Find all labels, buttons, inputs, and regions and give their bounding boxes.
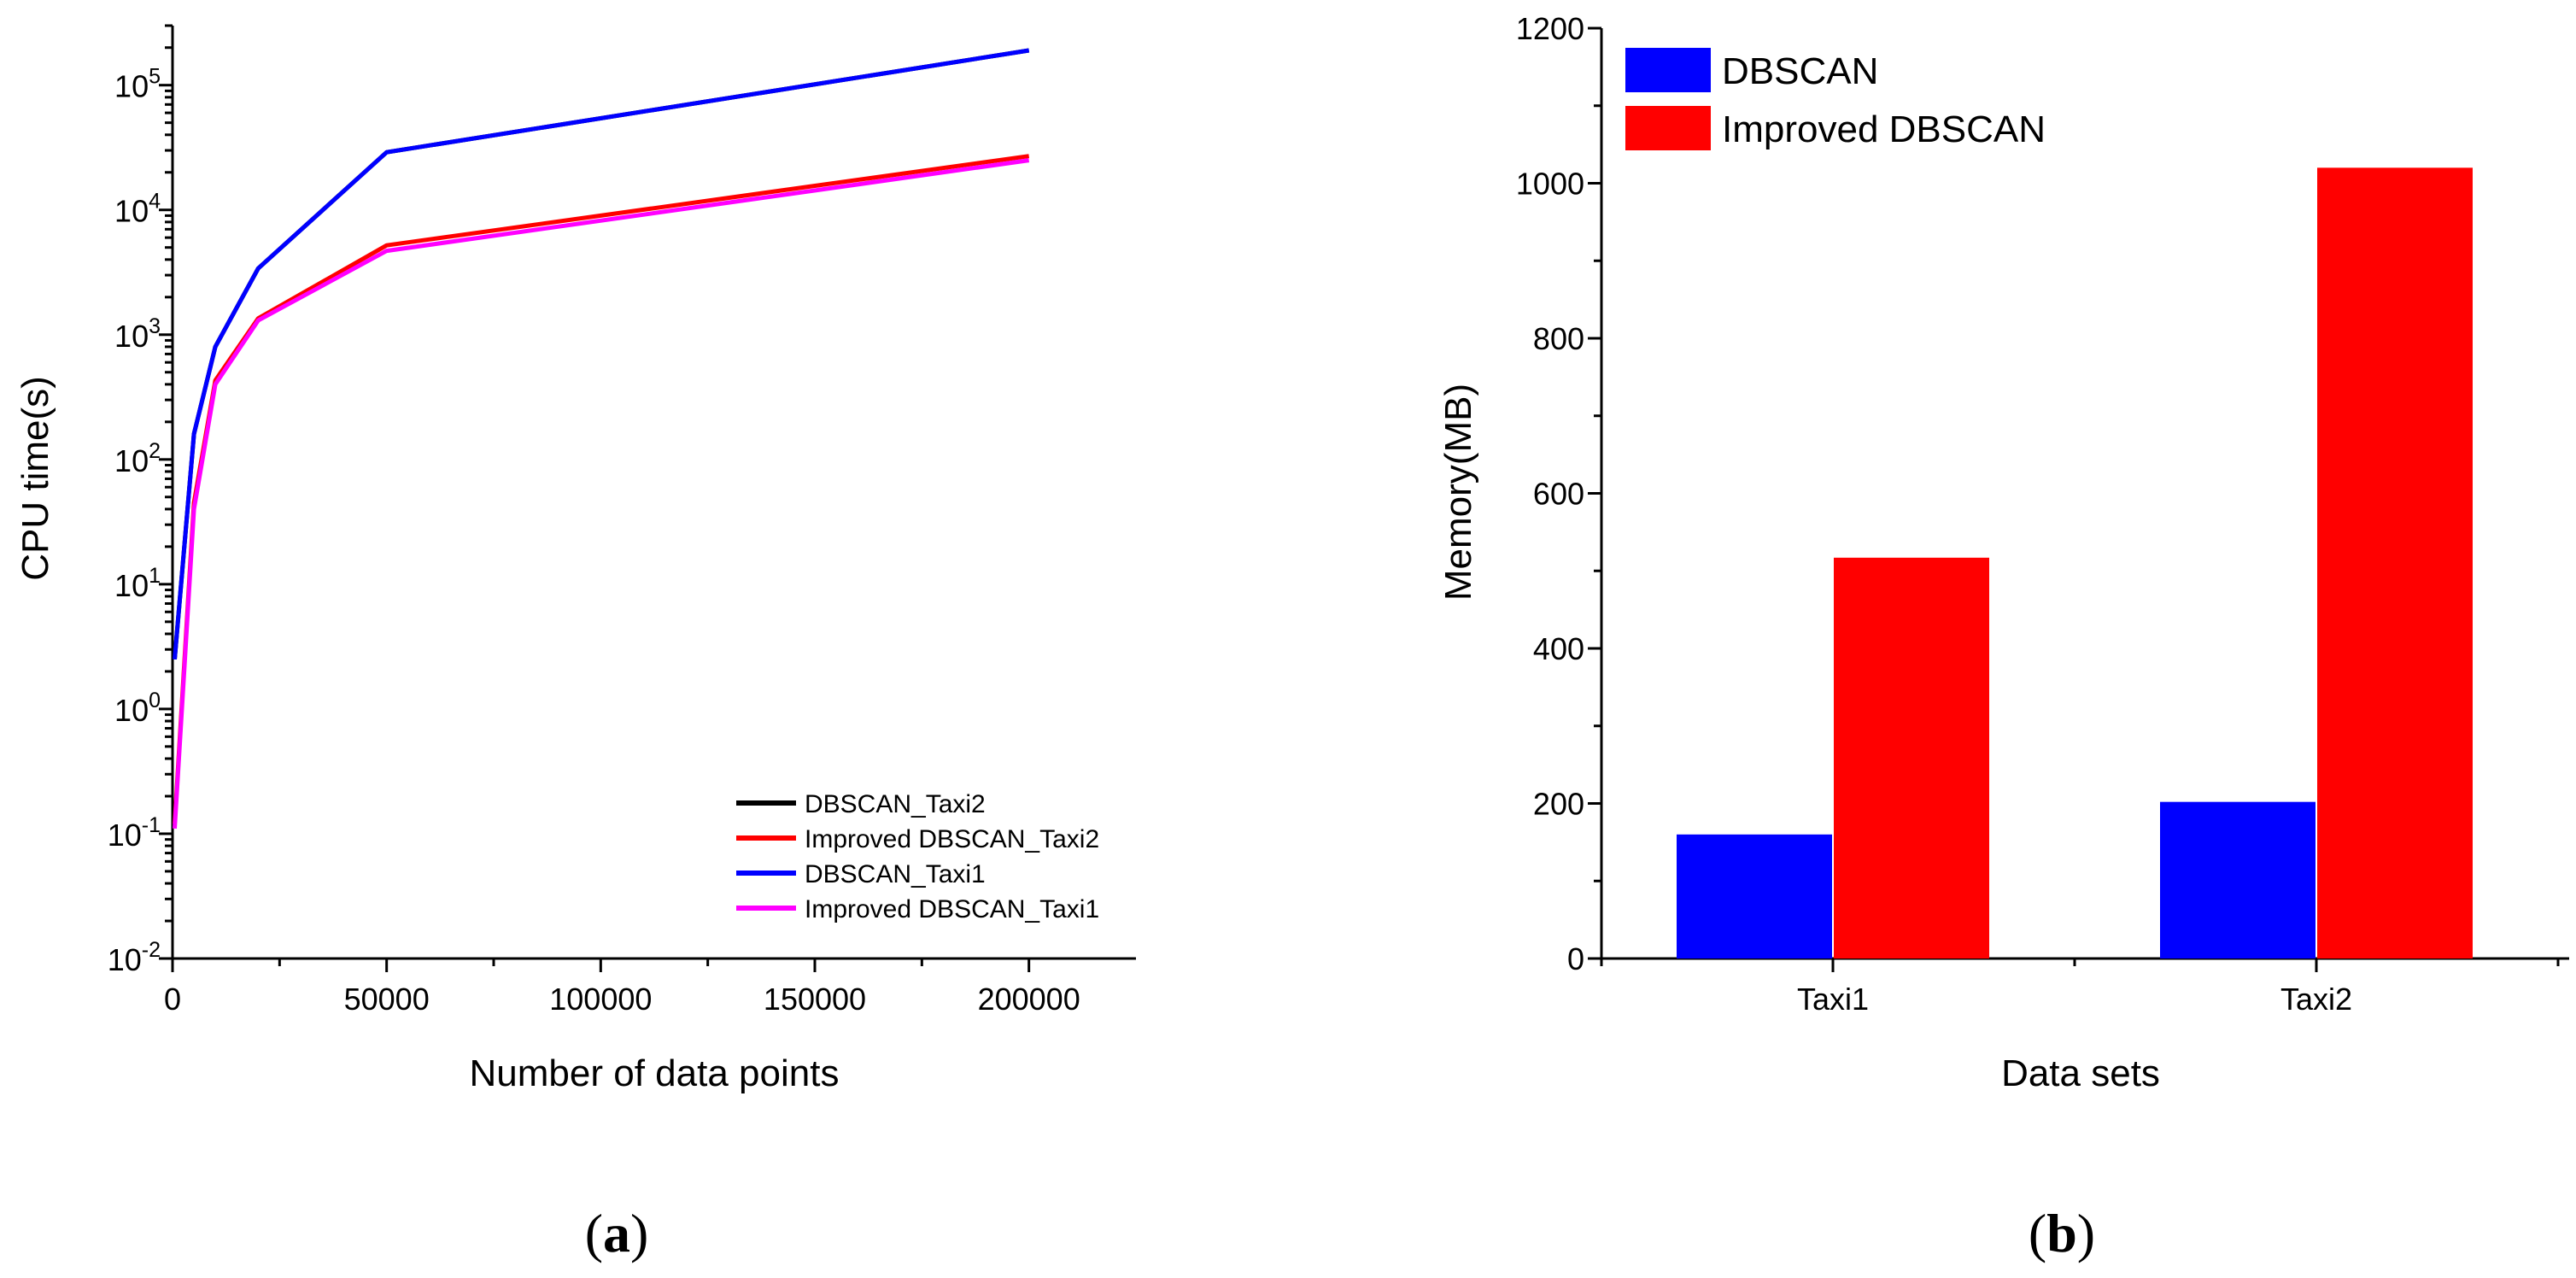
chart-a-legend-label: Improved DBSCAN_Taxi2 bbox=[805, 825, 1099, 853]
chart-a-legend-label: DBSCAN_Taxi1 bbox=[805, 860, 986, 888]
chart-b-legend-label: DBSCAN bbox=[1722, 50, 1878, 92]
chart-a-x-tick-label: 100000 bbox=[549, 982, 652, 1017]
chart-b-legend: DBSCAN Improved DBSCAN bbox=[1625, 48, 2046, 150]
chart-a-legend-label: Improved DBSCAN_Taxi1 bbox=[805, 895, 1099, 923]
chart-a-legend-label: DBSCAN_Taxi2 bbox=[805, 790, 986, 818]
chart-a-panel-label: (a) bbox=[585, 1203, 649, 1263]
chart-a-x-tick-label: 0 bbox=[164, 982, 181, 1017]
chart-a-y-tick-label: 104 bbox=[114, 190, 161, 229]
chart-b-x-tick-label: Taxi1 bbox=[1797, 982, 1869, 1017]
chart-a-series-line bbox=[173, 48, 1030, 660]
chart-a-series-lines bbox=[173, 48, 1030, 830]
cpu-time-line-chart: 0 50000 100000 150000 200000 10-2 10-1 100 101 10… bbox=[15, 24, 1136, 1263]
memory-bar-chart: 0 200 400 600 800 1000 1200 Taxi1 Taxi2 DBSCAN Im… bbox=[1437, 11, 2569, 1263]
chart-a-series-line bbox=[173, 158, 1030, 830]
chart-a-y-tick-label: 10-2 bbox=[108, 938, 161, 977]
chart-a-x-tick-label: 50000 bbox=[344, 982, 430, 1017]
chart-b-bar bbox=[2160, 801, 2315, 958]
chart-b-x-axis-label: Data sets bbox=[2001, 1052, 2160, 1094]
chart-a-y-axis-label: CPU time(s) bbox=[15, 376, 56, 581]
chart-b-legend-swatch bbox=[1625, 106, 1711, 150]
chart-a-y-tick-label: 100 bbox=[114, 689, 161, 728]
chart-a-x-tick-label: 150000 bbox=[764, 982, 866, 1017]
chart-b-legend-label: Improved DBSCAN bbox=[1722, 108, 2046, 150]
chart-a-x-axis-label: Number of data points bbox=[470, 1052, 840, 1094]
chart-b-y-tick-label: 1000 bbox=[1516, 167, 1584, 202]
chart-b-y-tick-label: 800 bbox=[1533, 321, 1584, 356]
chart-a-y-tick-label: 102 bbox=[114, 439, 161, 478]
chart-a-y-tick-label: 103 bbox=[114, 314, 161, 354]
chart-b-x-tick-label: Taxi2 bbox=[2280, 982, 2352, 1017]
chart-a-legend: DBSCAN_Taxi2 Improved DBSCAN_Taxi2 DBSCAN_… bbox=[736, 790, 1099, 923]
chart-b-y-axis-label: Memory(MB) bbox=[1437, 384, 1479, 601]
chart-a-axes: 0 50000 100000 150000 200000 10-2 10-1 100 101 10… bbox=[108, 24, 1136, 1017]
chart-b-y-tick-label: 1200 bbox=[1516, 11, 1584, 46]
chart-a-series-line bbox=[173, 154, 1030, 824]
chart-b-y-tick-label: 0 bbox=[1567, 941, 1584, 976]
chart-a-x-tick-label: 200000 bbox=[978, 982, 1080, 1017]
chart-b-y-tick-label: 400 bbox=[1533, 631, 1584, 666]
chart-b-y-tick-label: 200 bbox=[1533, 787, 1584, 822]
chart-b-bar bbox=[1834, 557, 1989, 958]
chart-a-y-tick-label: 10-1 bbox=[108, 813, 161, 853]
chart-b-bar bbox=[2317, 167, 2473, 959]
chart-a-y-tick-label: 105 bbox=[114, 65, 161, 104]
chart-b-bars bbox=[1677, 167, 2473, 959]
chart-b-y-tick-label: 600 bbox=[1533, 477, 1584, 512]
chart-b-panel-label: (b) bbox=[2029, 1203, 2095, 1263]
chart-b-legend-swatch bbox=[1625, 48, 1711, 92]
chart-a-y-tick-label: 101 bbox=[114, 564, 161, 603]
chart-a-series-line bbox=[173, 48, 1030, 660]
chart-b-bar bbox=[1677, 834, 1832, 958]
